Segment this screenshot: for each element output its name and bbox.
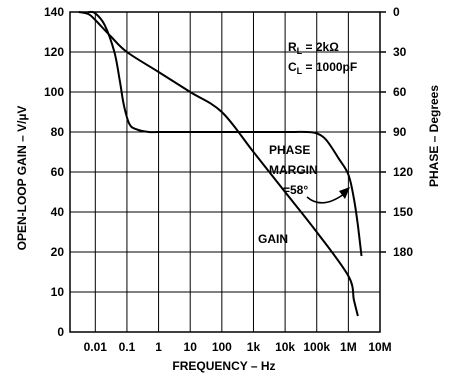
load-resistance-note: RL = 2kΩ — [288, 40, 339, 56]
phase-margin-arrow — [306, 193, 345, 204]
x-tick-label: 10 — [184, 340, 198, 354]
left-tick-label: 140 — [44, 5, 64, 19]
right-tick-label: 60 — [393, 85, 407, 99]
x-tick-label: 0.1 — [119, 340, 136, 354]
phase-curve — [88, 10, 363, 257]
right-tick-label: 150 — [393, 205, 413, 219]
x-tick-label: 1M — [340, 340, 357, 354]
phase-label: PHASE — [269, 143, 310, 157]
left-tick-label: 10 — [51, 285, 65, 299]
x-tick-label: 10M — [368, 340, 391, 354]
left-axis-title: OPEN-LOOP GAIN – V/µV — [15, 106, 29, 251]
x-tick-label: 1 — [155, 340, 162, 354]
x-tick-label: 1k — [247, 340, 261, 354]
left-tick-label: 120 — [44, 45, 64, 59]
right-tick-label: 180 — [393, 245, 413, 259]
x-tick-label: 100 — [212, 340, 232, 354]
margin-value: =58° — [283, 183, 308, 197]
left-tick-label: 60 — [51, 165, 65, 179]
x-tick-label: 100k — [303, 340, 330, 354]
left-tick-label: 40 — [51, 205, 65, 219]
right-tick-label: 30 — [393, 45, 407, 59]
right-tick-label: 90 — [393, 125, 407, 139]
left-tick-label: 100 — [44, 85, 64, 99]
margin-label: MARGIN — [269, 163, 318, 177]
right-tick-label: 120 — [393, 165, 413, 179]
left-tick-label: 0 — [57, 325, 64, 339]
grid — [69, 11, 386, 333]
right-tick-label: 0 — [393, 5, 400, 19]
left-tick-label: 80 — [51, 125, 65, 139]
x-axis-title: FREQUENCY – Hz — [172, 359, 275, 373]
annotations: RL = 2kΩ CL = 1000pF PHASE MARGIN =58° G… — [258, 40, 357, 246]
tick-labels: 1401201008060402010003060901201501800.01… — [44, 5, 413, 354]
x-tick-label: 10k — [275, 340, 295, 354]
gain-curve — [78, 11, 359, 317]
load-capacitance-note: CL = 1000pF — [288, 60, 357, 76]
x-tick-label: 0.01 — [84, 340, 108, 354]
phase-margin-arrowhead — [339, 187, 350, 199]
gain-label: GAIN — [258, 232, 288, 246]
right-axis-title: PHASE – Degrees — [427, 85, 441, 187]
series-layer — [78, 10, 363, 317]
left-tick-label: 20 — [51, 245, 65, 259]
